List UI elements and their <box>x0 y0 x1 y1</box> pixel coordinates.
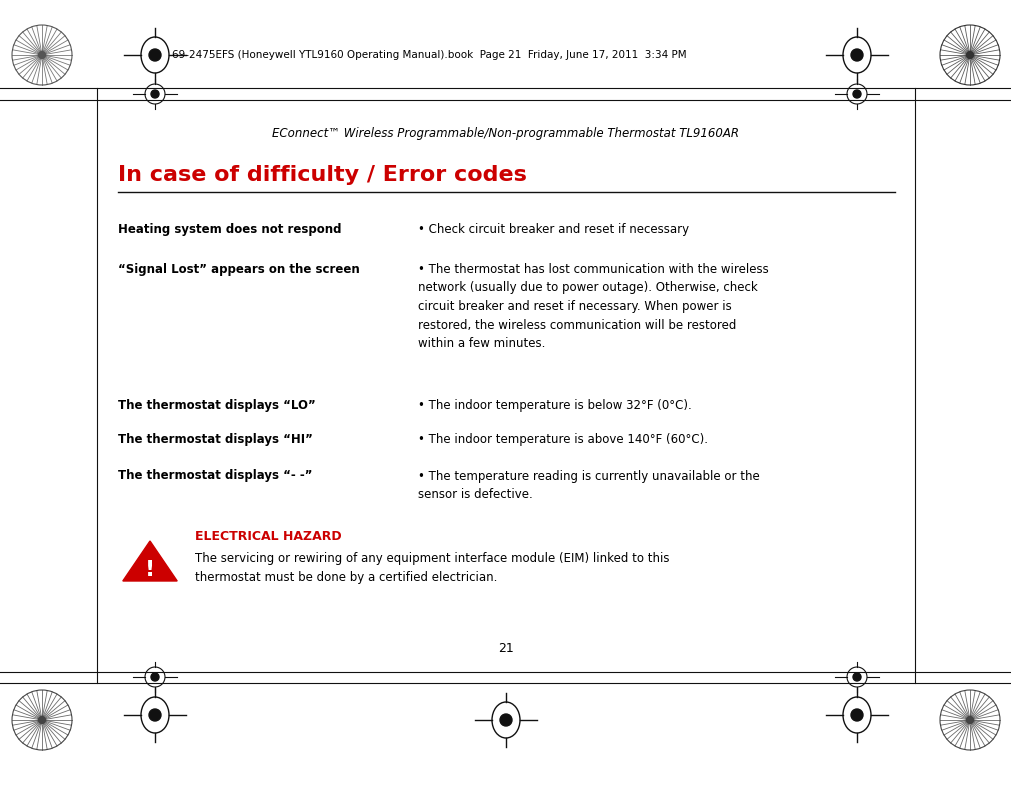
Circle shape <box>966 51 973 58</box>
Circle shape <box>852 673 860 681</box>
Circle shape <box>149 49 161 61</box>
Text: • Check circuit breaker and reset if necessary: • Check circuit breaker and reset if nec… <box>418 224 688 237</box>
Text: 21: 21 <box>497 641 514 655</box>
Text: !: ! <box>145 560 155 580</box>
Text: • The thermostat has lost communication with the wireless
network (usually due t: • The thermostat has lost communication … <box>418 263 768 350</box>
Circle shape <box>38 51 45 58</box>
Circle shape <box>149 709 161 721</box>
Text: “Signal Lost” appears on the screen: “Signal Lost” appears on the screen <box>118 264 359 276</box>
Circle shape <box>38 716 45 723</box>
Circle shape <box>850 709 862 721</box>
Text: • The indoor temperature is below 32°F (0°C).: • The indoor temperature is below 32°F (… <box>418 398 692 412</box>
Circle shape <box>499 714 512 726</box>
Text: 69-2475EFS (Honeywell YTL9160 Operating Manual).book  Page 21  Friday, June 17, : 69-2475EFS (Honeywell YTL9160 Operating … <box>172 50 685 60</box>
Text: EConnect™ Wireless Programmable/Non-programmable Thermostat TL9160AR: EConnect™ Wireless Programmable/Non-prog… <box>272 127 739 139</box>
Circle shape <box>852 90 860 98</box>
Circle shape <box>151 673 159 681</box>
Text: The servicing or rewiring of any equipment interface module (EIM) linked to this: The servicing or rewiring of any equipme… <box>195 552 669 583</box>
Circle shape <box>151 90 159 98</box>
Text: • The indoor temperature is above 140°F (60°C).: • The indoor temperature is above 140°F … <box>418 434 708 446</box>
Text: Heating system does not respond: Heating system does not respond <box>118 224 341 237</box>
Polygon shape <box>122 541 177 581</box>
Text: ELECTRICAL HAZARD: ELECTRICAL HAZARD <box>195 530 342 544</box>
Text: The thermostat displays “- -”: The thermostat displays “- -” <box>118 470 312 482</box>
Text: The thermostat displays “HI”: The thermostat displays “HI” <box>118 434 312 446</box>
Circle shape <box>966 716 973 723</box>
Text: The thermostat displays “LO”: The thermostat displays “LO” <box>118 398 315 412</box>
Text: • The temperature reading is currently unavailable or the
sensor is defective.: • The temperature reading is currently u… <box>418 470 759 501</box>
Text: In case of difficulty / Error codes: In case of difficulty / Error codes <box>118 165 527 185</box>
Circle shape <box>850 49 862 61</box>
